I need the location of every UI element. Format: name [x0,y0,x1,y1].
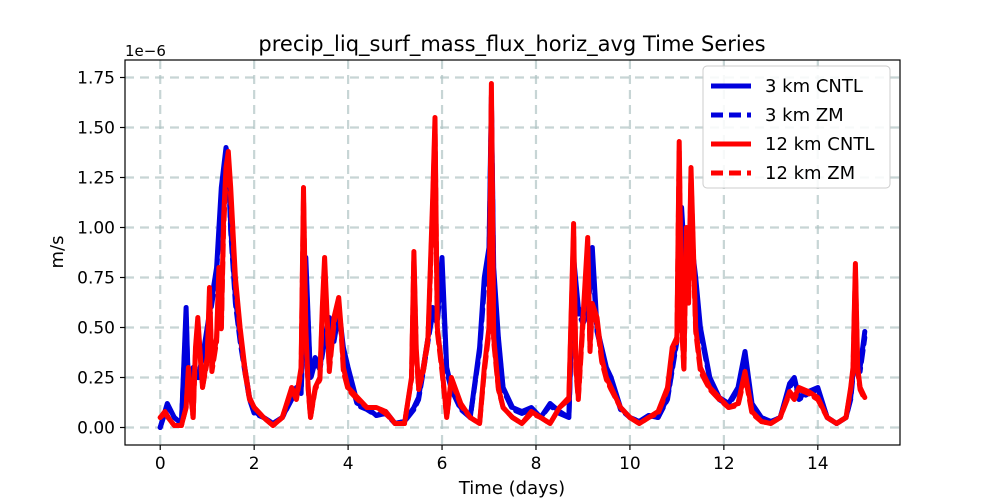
x-tick-label: 2 [249,454,260,474]
legend-label: 3 km CNTL [765,76,863,97]
y-tick-label: 1.00 [77,219,115,239]
legend-label: 3 km ZM [765,105,844,126]
plot-frame [124,59,901,446]
chart-title: precip_liq_surf_mass_flux_horiz_avg Time… [258,32,765,57]
series-line-12-km-zm [157,93,868,428]
y-axis-ticks: 0.00 0.25 0.50 0.75 1.00 1.25 1.50 1.75 [77,69,125,439]
y-tick-label: 1.25 [77,169,115,189]
x-tick-label: 6 [437,454,448,474]
x-tick-label: 0 [155,454,166,474]
legend: 3 km CNTL 3 km ZM 12 km CNTL 12 km ZM [702,65,891,189]
legend-label: 12 km CNTL [765,134,874,155]
y-axis-label: m/s [47,236,68,269]
y-tick-label: 0.25 [77,369,115,389]
x-axis-label: Time (days) [458,478,565,499]
x-tick-label: 4 [343,454,354,474]
x-tick-label: 14 [807,454,829,474]
y-tick-label: 0.75 [77,269,115,289]
y-tick-label: 0.50 [77,319,115,339]
x-tick-label: 8 [531,454,542,474]
legend-box [702,65,891,189]
x-axis-ticks: 0 2 4 6 8 10 12 14 [155,445,829,474]
series-lines [157,81,868,430]
x-tick-label: 10 [619,454,641,474]
y-tick-label: 1.75 [77,69,115,89]
x-tick-label: 12 [713,454,735,474]
y-tick-label: 0.00 [77,419,115,439]
y-tick-label: 1.50 [77,119,115,139]
y-axis-offset-label: 1e−6 [125,42,166,60]
legend-label: 12 km ZM [765,163,855,184]
